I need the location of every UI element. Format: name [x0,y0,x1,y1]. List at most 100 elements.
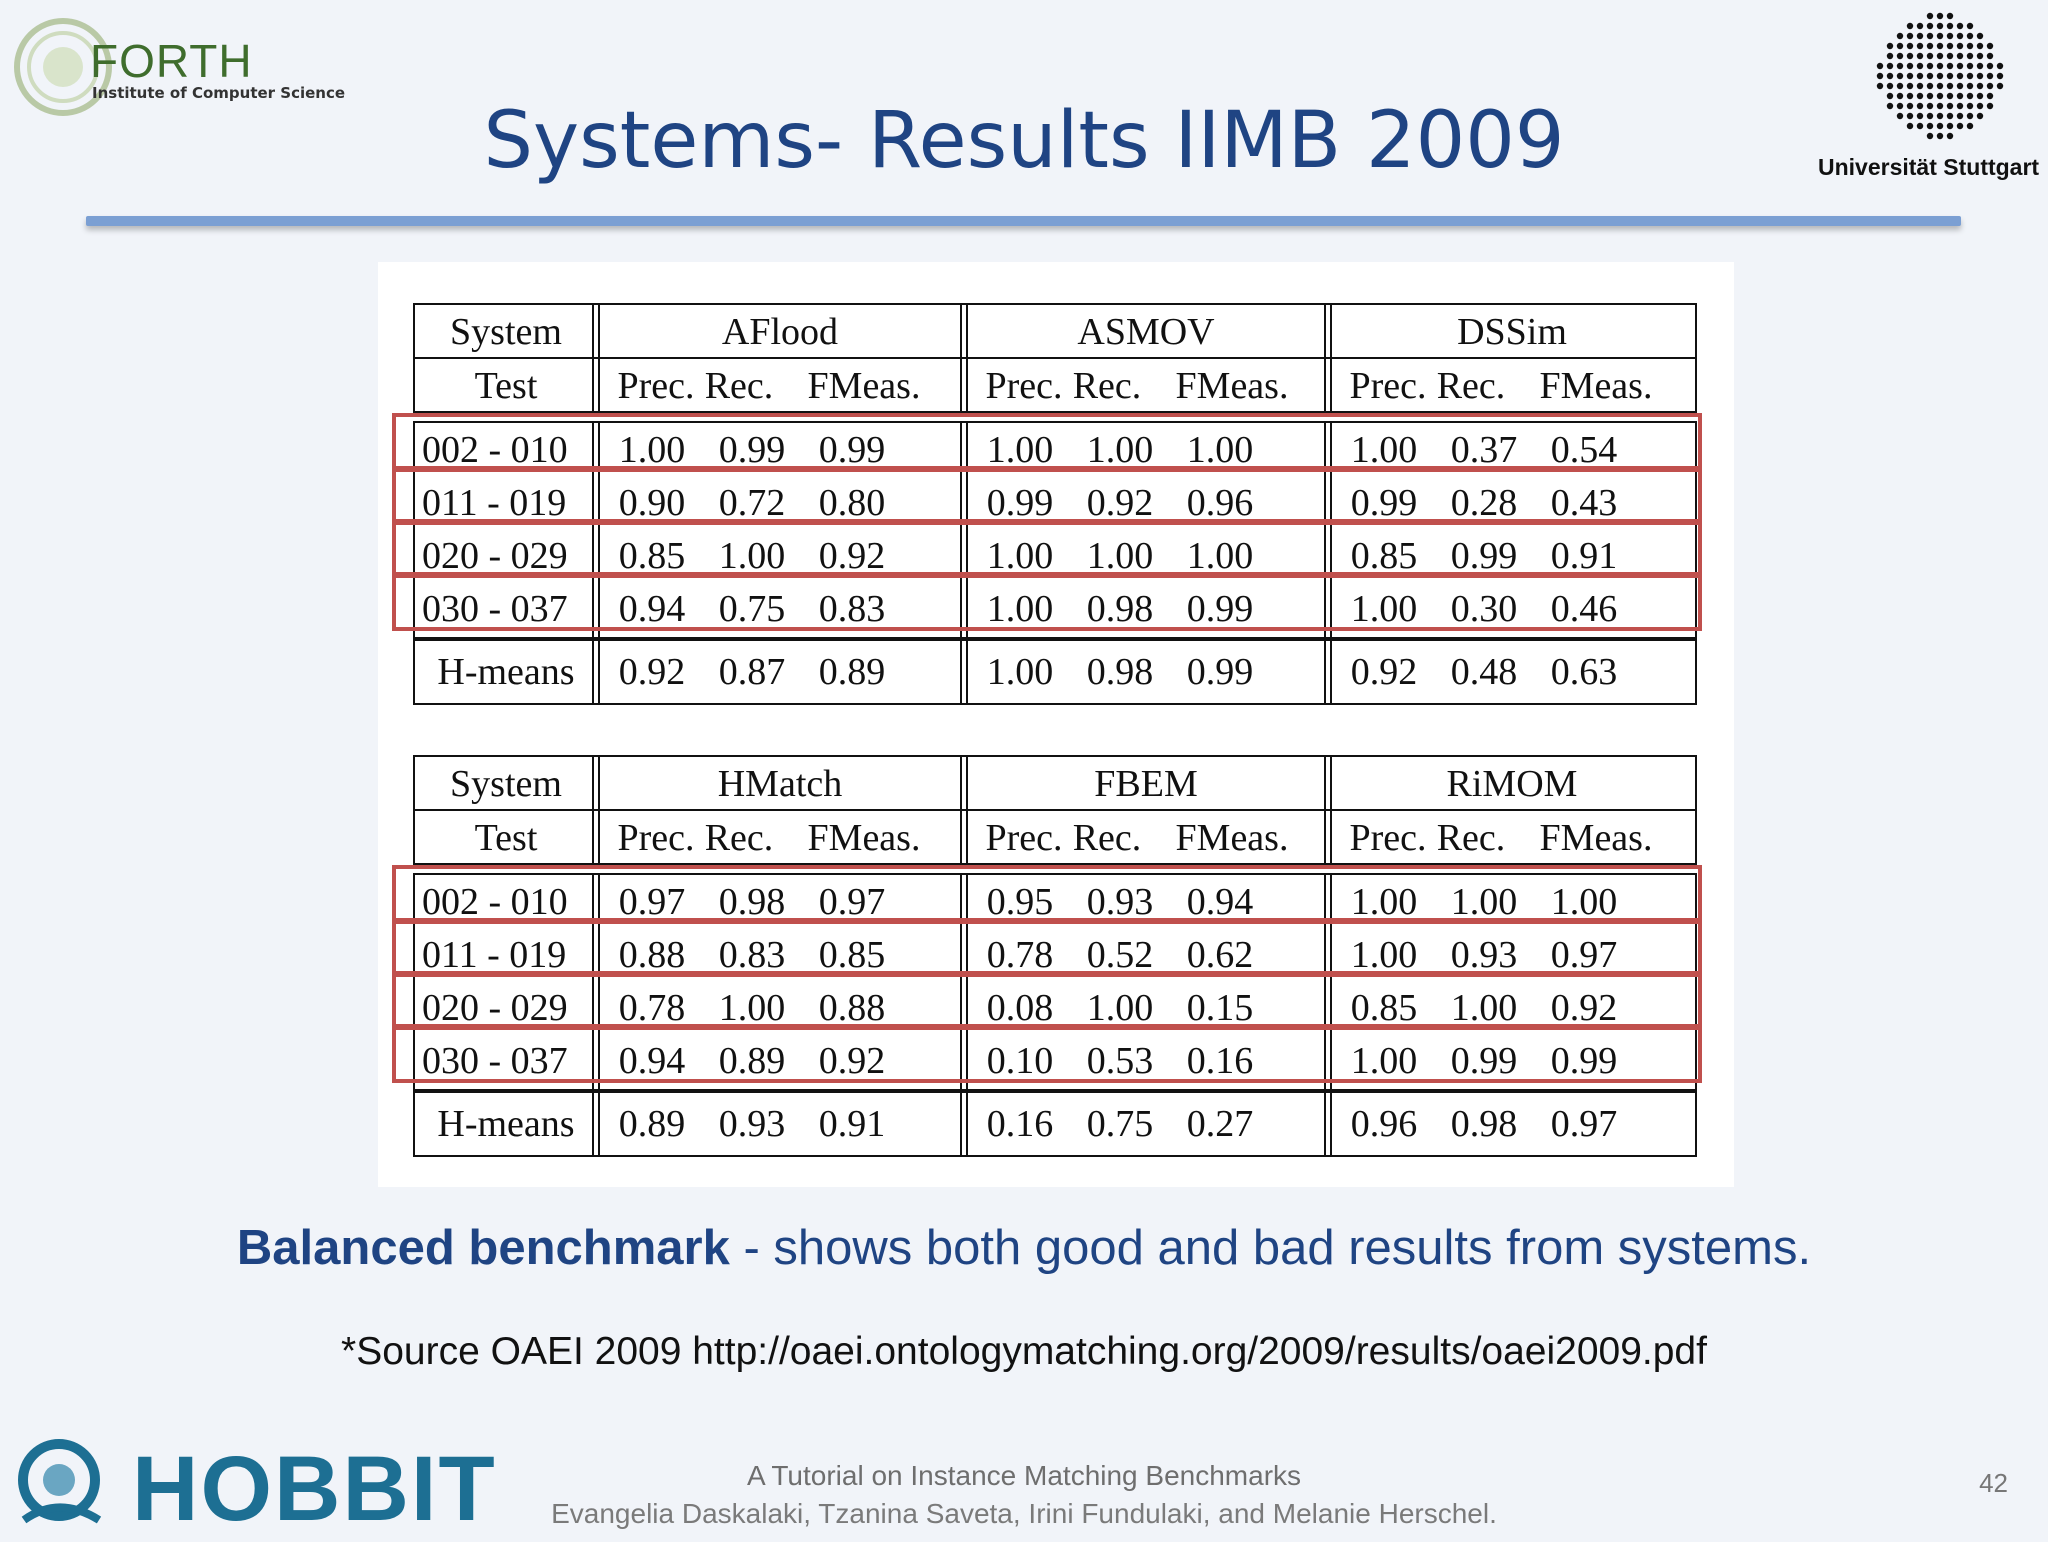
score-value: 1.00 [719,535,786,577]
metric-header: Rec. [1437,817,1506,859]
test-range: 002 - 010 [422,429,568,471]
stuttgart-dot [1906,62,1914,70]
test-range: 011 - 019 [422,482,566,524]
score-value: 0.99 [1187,588,1254,630]
stuttgart-dot [1986,62,1994,70]
stuttgart-logo: Universität Stuttgart [1800,6,2048,180]
system-name: HMatch [718,763,843,805]
score-value: 1.00 [1087,535,1154,577]
score-value: 1.00 [987,429,1054,471]
forth-logo: FORTH Institute of Computer Science [8,12,388,122]
hmeans-value: 1.00 [987,651,1054,693]
stuttgart-dot [1956,52,1964,60]
score-value: 1.00 [1351,588,1418,630]
stuttgart-dot [1946,102,1954,110]
stuttgart-dot [1946,132,1954,140]
metric-header: FMeas. [1540,365,1653,407]
stuttgart-dot [1946,72,1954,80]
stuttgart-dot [1966,62,1974,70]
test-range: 002 - 010 [422,881,568,923]
score-value: 0.90 [619,482,686,524]
stuttgart-dot [1886,42,1894,50]
stuttgart-dot [1936,32,1944,40]
system-name: RiMOM [1447,763,1578,805]
stuttgart-dot [1966,72,1974,80]
table-hmeans-frame [413,1091,1697,1157]
stuttgart-dot [1886,52,1894,60]
score-value: 0.98 [719,881,786,923]
stuttgart-dot [1896,42,1904,50]
stuttgart-dot [1986,82,1994,90]
tagline-rest: - shows both good and bad results from s… [729,1221,1812,1275]
stuttgart-dot [1956,72,1964,80]
stuttgart-dot [1916,32,1924,40]
stuttgart-dot [1916,62,1924,70]
score-value: 0.43 [1551,482,1618,524]
hobbit-wordmark: HOBBIT [132,1438,497,1540]
stuttgart-dot [1936,62,1944,70]
stuttgart-dot [1976,62,1984,70]
table-hmeans-frame [413,639,1697,705]
stuttgart-dot [1956,42,1964,50]
stuttgart-dot [1926,102,1934,110]
metric-header: Rec. [1073,365,1142,407]
results-tables: System Test AFlood Prec. Rec. FMeas. ASMOV Prec… [392,303,1702,1157]
score-value: 0.92 [1087,482,1154,524]
stuttgart-dot [1906,72,1914,80]
stuttgart-dot [1966,42,1974,50]
system-name: AFlood [722,311,838,353]
source-citation: *Source OAEI 2009 http://oaei.ontologyma… [341,1330,1707,1373]
hmeans-value: 0.93 [719,1103,786,1145]
score-value: 0.99 [1351,482,1418,524]
stuttgart-dot [1936,12,1944,20]
score-value: 0.83 [819,588,886,630]
score-value: 0.37 [1451,429,1518,471]
stuttgart-dot [1906,122,1914,130]
stuttgart-dot [1896,72,1904,80]
stuttgart-dot [1966,112,1974,120]
stuttgart-dot [1916,112,1924,120]
score-value: 1.00 [1451,987,1518,1029]
score-value: 0.80 [819,482,886,524]
hmeans-value: 0.27 [1187,1103,1254,1145]
stuttgart-dot [1936,132,1944,140]
system-name: DSSim [1457,311,1567,353]
stuttgart-dot [1956,122,1964,130]
stuttgart-dot [1966,92,1974,100]
stuttgart-dot [1986,52,1994,60]
stuttgart-dot [1916,92,1924,100]
stuttgart-dot [1886,82,1894,90]
stuttgart-dot [1956,22,1964,30]
score-value: 0.88 [819,987,886,1029]
stuttgart-dot [1946,32,1954,40]
stuttgart-dot [1946,122,1954,130]
row-highlight [392,1024,1702,1083]
forth-name: FORTH [90,35,253,87]
test-header: Test [475,817,538,859]
score-value: 0.99 [987,482,1054,524]
stuttgart-dot [1966,32,1974,40]
stuttgart-dot [1876,82,1884,90]
hmeans-value: 0.89 [819,651,886,693]
score-value: 0.88 [619,934,686,976]
stuttgart-dot [1926,82,1934,90]
stuttgart-dot [1976,102,1984,110]
forth-subtitle: Institute of Computer Science [92,84,346,102]
score-value: 0.53 [1087,1040,1154,1082]
system-header: System [450,763,562,805]
metric-header: Prec. [617,365,694,407]
stuttgart-dot [1886,92,1894,100]
metric-header: FMeas. [808,817,921,859]
score-value: 1.00 [1451,881,1518,923]
stuttgart-dot [1996,72,2004,80]
system-name: ASMOV [1077,311,1215,353]
score-value: 0.94 [619,588,686,630]
score-value: 0.99 [1451,535,1518,577]
forth-seal-icon [14,18,112,116]
score-value: 0.28 [1451,482,1518,524]
score-value: 1.00 [1187,535,1254,577]
score-value: 0.92 [1551,987,1618,1029]
stuttgart-dot [1926,22,1934,30]
stuttgart-dot [1956,112,1964,120]
stuttgart-dot [1996,62,2004,70]
